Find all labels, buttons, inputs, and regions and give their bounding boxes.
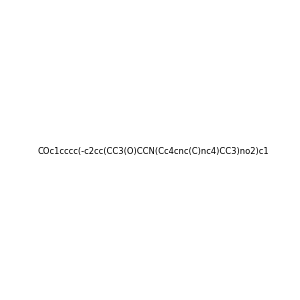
Text: COc1cccc(-c2cc(CC3(O)CCN(Cc4cnc(C)nc4)CC3)no2)c1: COc1cccc(-c2cc(CC3(O)CCN(Cc4cnc(C)nc4)CC… bbox=[38, 147, 270, 156]
